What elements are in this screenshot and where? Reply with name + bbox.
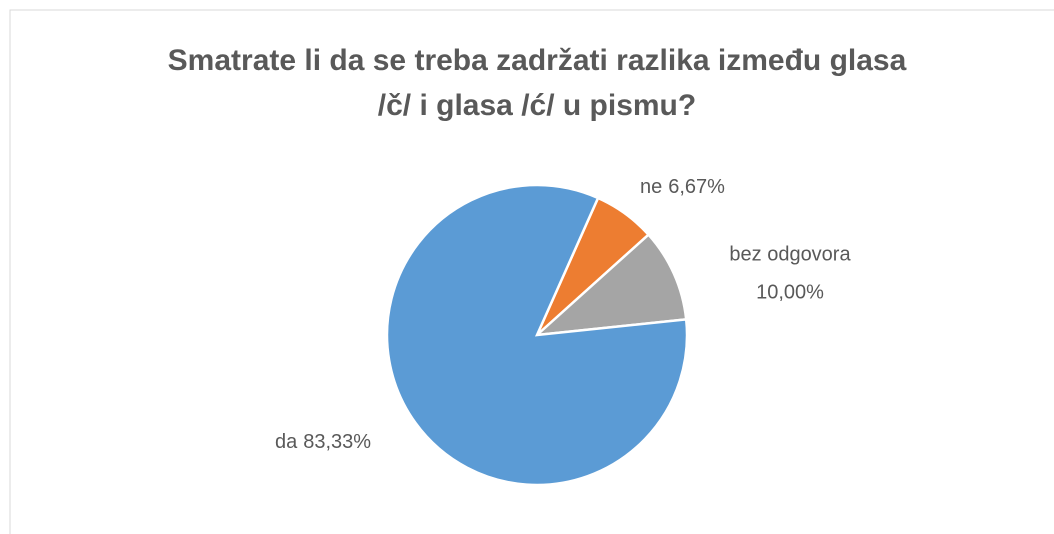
- category-label: ne: [640, 176, 662, 198]
- value-label: 83,33%: [303, 431, 371, 453]
- value-label: 10,00%: [756, 281, 824, 303]
- pie-slice: [385, 183, 689, 487]
- category-label: da: [275, 431, 298, 453]
- pie-slice: [533, 232, 688, 337]
- chart-title: /č/ i glasa /ć/ u pismu?: [378, 89, 696, 122]
- category-label: bez odgovora: [729, 243, 851, 265]
- value-label: 6,67%: [668, 176, 725, 198]
- data-label: ne 6,67%: [640, 176, 725, 198]
- chart-border: [9, 9, 1054, 534]
- chart-title: Smatrate li da se treba zadržati razlika…: [168, 44, 907, 77]
- data-label: da 83,33%: [275, 431, 371, 453]
